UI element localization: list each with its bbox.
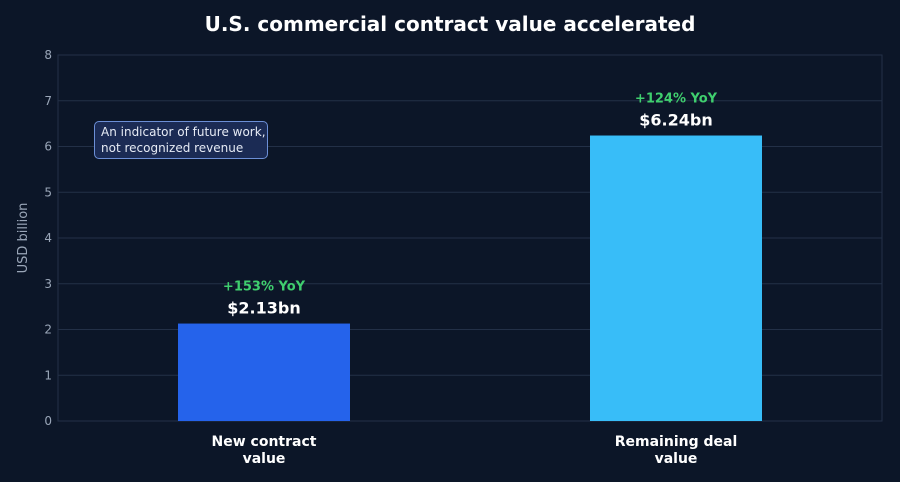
annotation-line-1: An indicator of future work,	[101, 125, 266, 139]
annotation-line-2: not recognized revenue	[101, 141, 244, 155]
y-tick-label-3: 3	[44, 277, 52, 291]
value-label-2: $6.24bn	[639, 111, 712, 130]
category-label-2-line-1: Remaining deal	[615, 434, 738, 450]
y-tick-label-2: 2	[44, 323, 52, 337]
value-label-1: $2.13bn	[227, 299, 300, 318]
category-label-1-line-2: value	[243, 451, 286, 467]
bar-1	[178, 323, 350, 421]
y-tick-label-4: 4	[44, 231, 52, 245]
y-tick-label-1: 1	[44, 368, 52, 382]
y-tick-label-5: 5	[44, 185, 52, 199]
y-tick-label-6: 6	[44, 140, 52, 154]
y-tick-label-8: 8	[44, 48, 52, 62]
bar-2	[590, 135, 762, 421]
chart-title: U.S. commercial contract value accelerat…	[204, 12, 696, 36]
change-label-1: +153% YoY	[223, 280, 306, 295]
y-tick-label-7: 7	[44, 94, 52, 108]
change-label-2: +124% YoY	[635, 92, 718, 107]
y-tick-label-0: 0	[44, 414, 52, 428]
category-label-1-line-1: New contract	[212, 434, 317, 450]
y-axis-title: USD billion	[16, 203, 31, 274]
category-label-2-line-2: value	[655, 451, 698, 467]
annotation-note: An indicator of future work, not recogni…	[94, 121, 268, 159]
